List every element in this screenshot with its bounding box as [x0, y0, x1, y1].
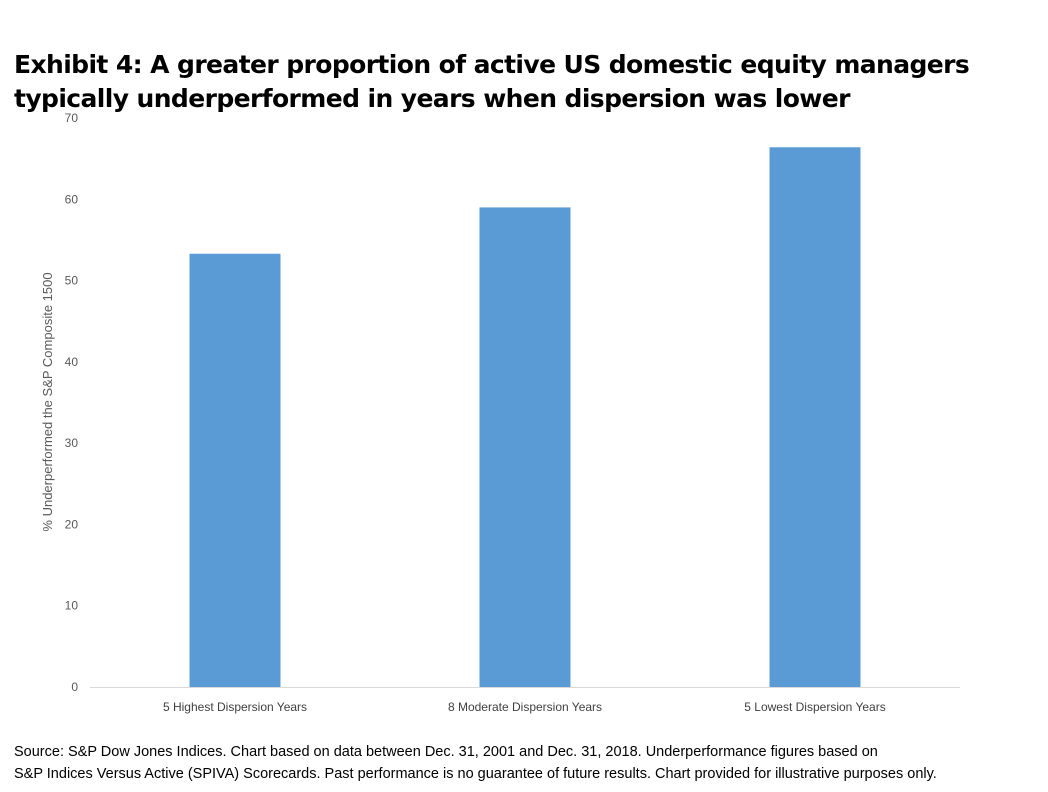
bar [189, 253, 281, 688]
x-category-label: 8 Moderate Dispersion Years [448, 700, 602, 714]
y-tick-label: 50 [65, 274, 79, 288]
bar [769, 147, 861, 687]
y-tick-label: 0 [71, 680, 78, 694]
source-line-2: S&P Indices Versus Active (SPIVA) Scorec… [14, 766, 937, 782]
y-tick-label: 10 [65, 599, 79, 613]
y-tick-label: 40 [65, 355, 79, 369]
y-tick-label: 60 [65, 192, 79, 206]
y-tick-label: 30 [65, 436, 79, 450]
y-tick-label: 20 [65, 517, 79, 531]
bar [479, 207, 571, 687]
x-category-label: 5 Lowest Dispersion Years [744, 700, 885, 714]
x-category-label: 5 Highest Dispersion Years [163, 700, 307, 714]
source-note: Source: S&P Dow Jones Indices. Chart bas… [14, 741, 937, 785]
y-tick-label: 70 [65, 111, 79, 125]
chart-title: Exhibit 4: A greater proportion of activ… [14, 50, 970, 113]
y-axis-label: % Underperformed the S&P Composite 1500 [40, 272, 55, 531]
source-line-1: Source: S&P Dow Jones Indices. Chart bas… [14, 744, 878, 760]
